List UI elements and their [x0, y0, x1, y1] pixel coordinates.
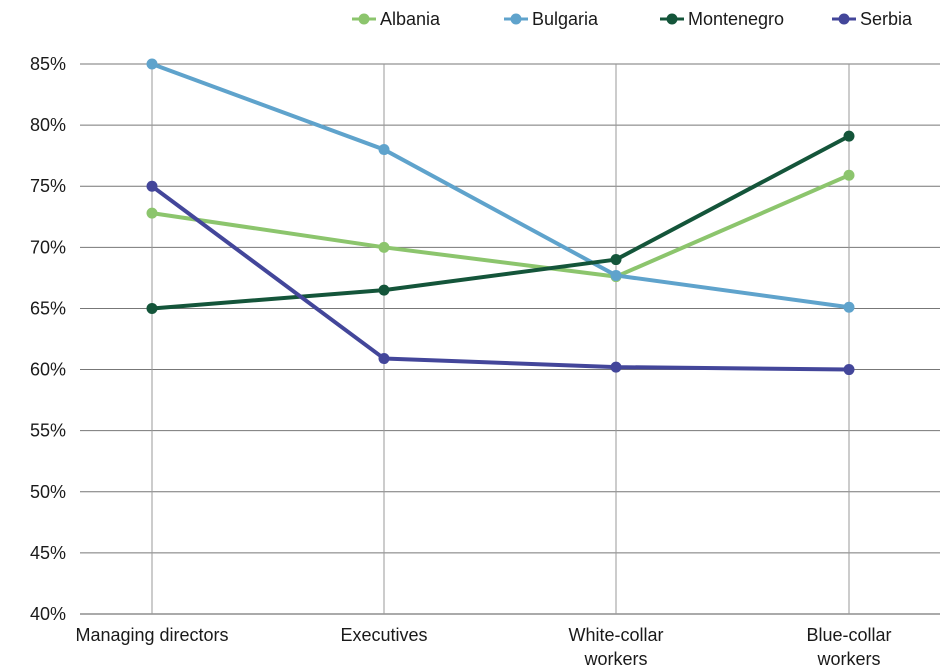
- series-lines: [146, 58, 855, 376]
- x-tick-label: White-collar workers: [568, 625, 663, 669]
- data-point-albania: [843, 169, 855, 181]
- legend-item-albania: Albania: [352, 9, 441, 29]
- axis-labels: 40% 45% 50% 55% 60% 65% 70% 75% 80% 85% Managing d…: [30, 54, 892, 669]
- x-tick-label: Executives: [340, 625, 427, 645]
- series-line-bulgaria: [150, 62, 851, 310]
- data-point-montenegro: [146, 302, 158, 314]
- data-point-bulgaria: [378, 144, 390, 156]
- series-line-montenegro: [150, 134, 851, 311]
- data-point-montenegro: [610, 254, 622, 266]
- legend-marker: [666, 13, 678, 25]
- data-point-montenegro: [378, 284, 390, 296]
- legend-label: Serbia: [860, 9, 913, 29]
- legend: Albania Bulgaria Montenegro Serbia: [352, 9, 913, 29]
- y-tick-label: 80%: [30, 115, 66, 135]
- legend-label: Montenegro: [688, 9, 784, 29]
- legend-item-montenegro: Montenegro: [660, 9, 784, 29]
- data-point-albania: [378, 241, 390, 253]
- data-point-serbia: [146, 180, 158, 192]
- data-point-montenegro: [843, 130, 855, 142]
- data-point-bulgaria: [610, 269, 622, 281]
- data-point-serbia: [610, 361, 622, 373]
- data-point-serbia: [378, 353, 390, 365]
- legend-marker: [510, 13, 522, 25]
- x-tick-label: Blue-collar workers: [806, 625, 891, 669]
- legend-item-serbia: Serbia: [832, 9, 913, 29]
- grid-lines: [80, 63, 940, 615]
- y-tick-label: 50%: [30, 482, 66, 502]
- y-tick-label: 55%: [30, 421, 66, 441]
- y-tick-label: 65%: [30, 298, 66, 318]
- legend-label: Bulgaria: [532, 9, 599, 29]
- data-point-albania: [146, 207, 158, 219]
- x-tick-label: Managing directors: [75, 625, 228, 645]
- y-tick-label: 85%: [30, 54, 66, 74]
- y-tick-label: 70%: [30, 237, 66, 257]
- data-point-bulgaria: [146, 58, 158, 70]
- data-point-serbia: [843, 364, 855, 376]
- legend-item-bulgaria: Bulgaria: [504, 9, 599, 29]
- y-tick-label: 45%: [30, 543, 66, 563]
- legend-label: Albania: [380, 9, 441, 29]
- legend-marker: [358, 13, 370, 25]
- data-point-bulgaria: [843, 301, 855, 313]
- series-line-serbia: [150, 184, 851, 372]
- legend-marker: [838, 13, 850, 25]
- series-line-albania: [150, 173, 851, 279]
- y-tick-label: 75%: [30, 176, 66, 196]
- y-tick-label: 60%: [30, 360, 66, 380]
- y-tick-label: 40%: [30, 604, 66, 624]
